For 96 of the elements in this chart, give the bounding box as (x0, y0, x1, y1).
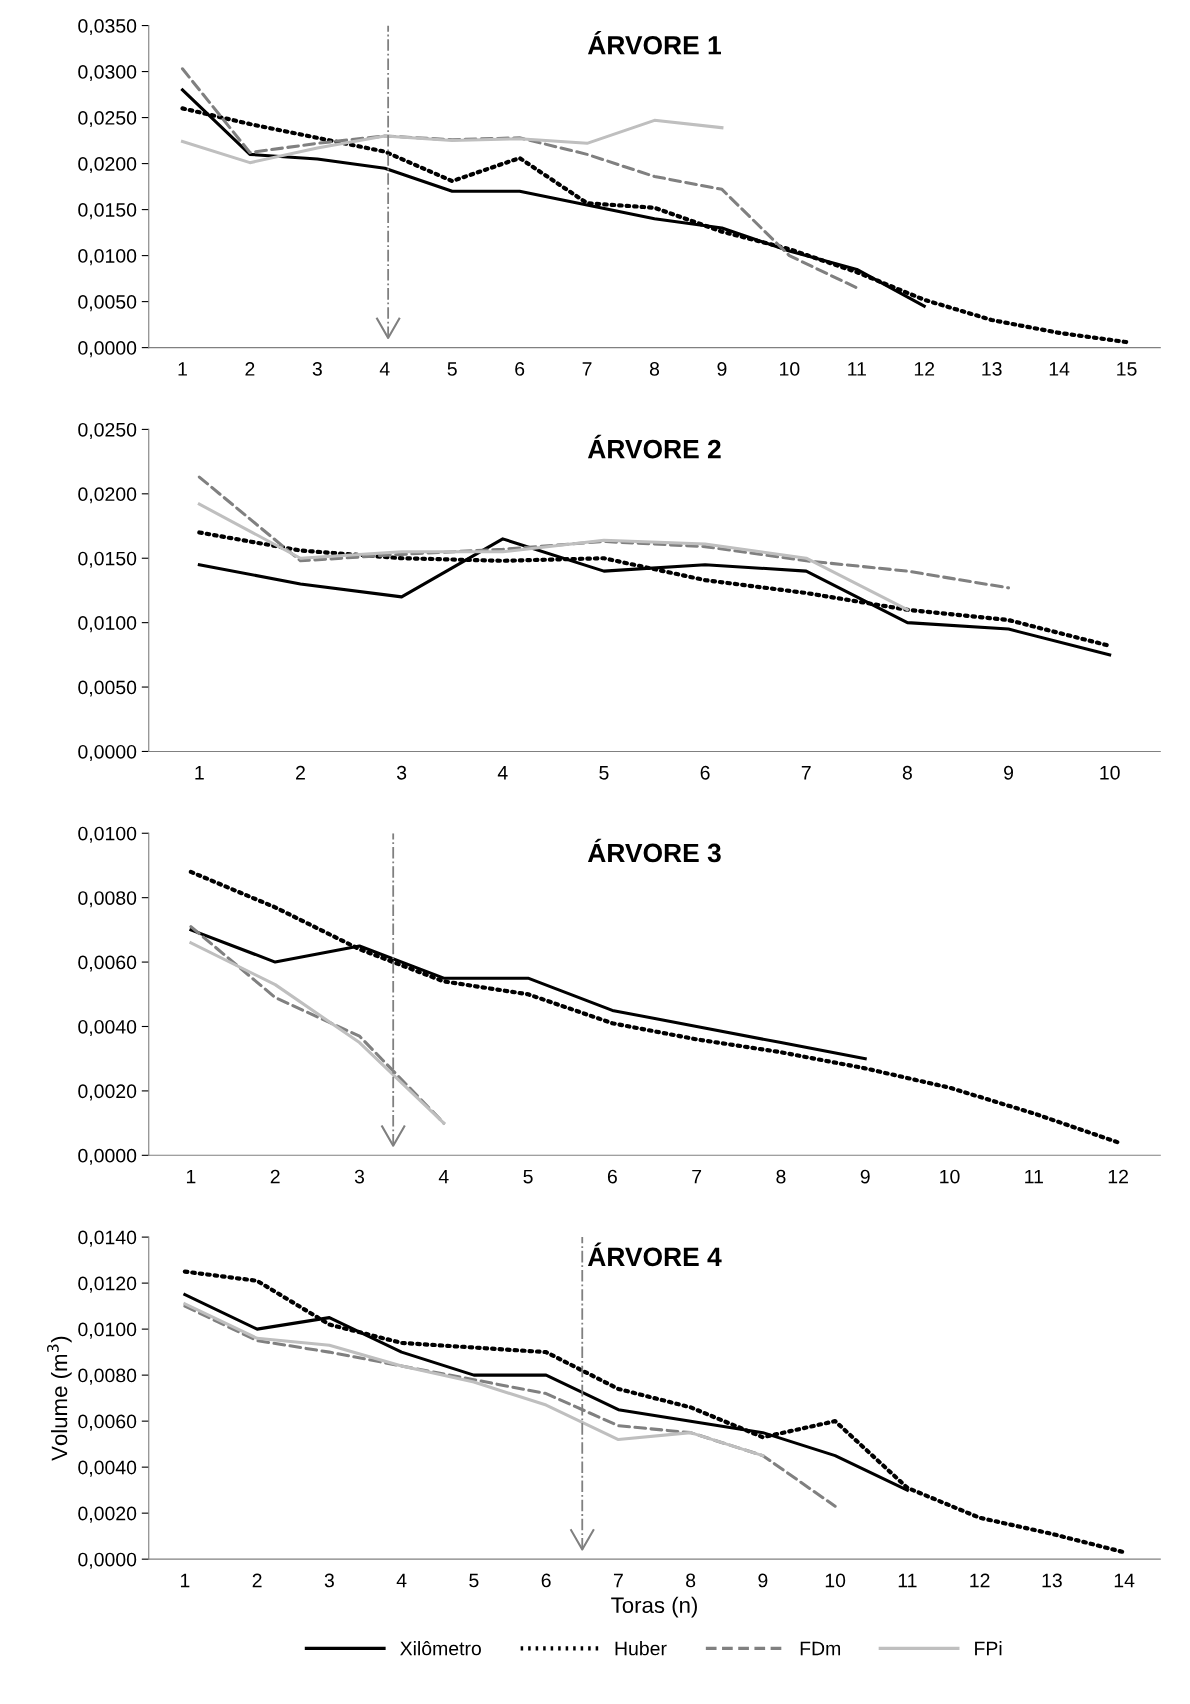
x-tick-label: 7 (582, 362, 592, 376)
x-tick-label: 9 (758, 1573, 768, 1588)
x-tick-label: 7 (801, 766, 811, 780)
x-tick-label: 3 (396, 765, 407, 780)
x-tick-label: 9 (860, 1169, 870, 1184)
chart-title: ÁRVORE 4 (587, 1242, 722, 1267)
x-tick-label: 2 (245, 362, 255, 376)
line-series (188, 869, 1121, 1145)
line-series (197, 502, 909, 612)
x-tick-label: 3 (324, 1573, 334, 1588)
y-tick-label: 0,0020 (78, 1084, 137, 1101)
y-tick-label: 0,0040 (78, 1460, 137, 1477)
y-tick-label: 0,0100 (78, 249, 137, 266)
x-tick-label: 6 (515, 362, 525, 376)
y-tick-label: 0,0120 (78, 1276, 137, 1293)
line-series (182, 1269, 1127, 1555)
x-tick-label: 2 (296, 765, 305, 780)
x-tick-label: 10 (780, 362, 800, 376)
x-tick-label: 5 (447, 362, 457, 376)
x-tick-label: 5 (469, 1573, 479, 1588)
x-tick-label: 10 (1100, 765, 1120, 780)
y-tick-label: 0,0050 (78, 680, 137, 697)
y-tick-label: 0,0200 (78, 487, 137, 504)
x-tick-label: 7 (692, 1169, 702, 1184)
x-tick-label: 6 (700, 765, 710, 780)
x-tick-label: 14 (1049, 362, 1070, 376)
x-tick-label: 4 (396, 1573, 407, 1588)
chart-title: ÁRVORE 1 (587, 30, 721, 55)
x-tick-label: 11 (848, 362, 866, 376)
y-tick-label: 0,0000 (78, 1148, 137, 1165)
x-tick-label: 4 (379, 362, 390, 376)
y-tick-label: 0,0000 (78, 744, 137, 761)
y-tick-label: 0,0100 (78, 616, 137, 633)
y-tick-label: 0,0040 (78, 1019, 137, 1037)
y-tick-label: 0,0150 (78, 203, 137, 220)
y-tick-label: 0,0100 (78, 1322, 137, 1339)
y-tick-label: 0,0300 (78, 65, 137, 82)
x-tick-label: 1 (186, 1169, 196, 1184)
legend-label: FPi (975, 1641, 1002, 1656)
x-tick-label: 8 (776, 1169, 786, 1184)
legend-label: FDm (800, 1641, 841, 1656)
y-axis-title: Volume (m$^{3}$) (47, 1336, 72, 1461)
x-tick-label: 10 (825, 1573, 846, 1588)
x-tick-label: 13 (982, 362, 1002, 376)
x-tick-label: 14 (1114, 1573, 1135, 1588)
x-tick-label: 15 (1117, 362, 1137, 376)
line-series (180, 118, 724, 165)
x-tick-label: 6 (541, 1573, 551, 1588)
x-tick-label: 8 (649, 362, 660, 376)
x-tick-label: 8 (686, 1573, 696, 1588)
x-tick-label: 13 (1042, 1573, 1062, 1588)
x-tick-label: 12 (1108, 1169, 1128, 1184)
y-tick-label: 0,0000 (78, 1552, 137, 1569)
legend-label: Xilômetro (400, 1641, 481, 1656)
x-tick-label: 8 (902, 765, 912, 780)
x-tick-label: 3 (354, 1169, 365, 1184)
x-tick-label: 9 (1004, 765, 1014, 780)
x-tick-label: 3 (312, 362, 322, 376)
x-tick-label: 1 (180, 1573, 190, 1588)
y-tick-label: 0,0000 (78, 341, 137, 358)
chart-title: ÁRVORE 3 (587, 838, 721, 863)
x-tick-label: 12 (970, 1573, 990, 1588)
y-tick-label: 0,0250 (78, 422, 137, 439)
x-tick-label: 4 (438, 1169, 449, 1184)
x-tick-label: 2 (252, 1573, 262, 1588)
x-tick-label: 7 (613, 1573, 623, 1588)
x-tick-label: 9 (717, 362, 727, 376)
chart-title: ÁRVORE 2 (587, 434, 721, 459)
y-tick-label: 0,0250 (78, 111, 137, 128)
line-series (197, 475, 1011, 590)
x-tick-label: 12 (914, 362, 935, 376)
x-tick-label: 11 (1025, 1169, 1043, 1184)
y-tick-label: 0,0060 (78, 1414, 137, 1431)
y-tick-label: 0,0050 (78, 295, 137, 312)
x-tick-label: 11 (898, 1573, 917, 1588)
y-tick-label: 0,0060 (78, 955, 137, 972)
x-tick-label: 5 (599, 766, 609, 780)
x-tick-label: 1 (178, 362, 187, 376)
x-axis-title: Toras (n) (611, 1596, 697, 1618)
y-tick-label: 0,0080 (78, 891, 137, 908)
line-series (180, 67, 859, 290)
x-tick-label: 1 (195, 766, 204, 780)
y-tick-label: 0,0100 (78, 826, 137, 843)
y-tick-label: 0,0200 (78, 157, 137, 174)
x-tick-label: 2 (270, 1169, 280, 1184)
y-tick-label: 0,0350 (78, 19, 137, 36)
line-series (183, 1302, 765, 1458)
x-tick-label: 4 (497, 766, 508, 780)
x-tick-label: 6 (607, 1169, 617, 1184)
x-tick-label: 10 (940, 1169, 960, 1184)
legend-label: Huber (615, 1641, 667, 1656)
y-tick-label: 0,0080 (78, 1368, 137, 1385)
y-tick-label: 0,0140 (78, 1230, 137, 1247)
y-tick-label: 0,0020 (78, 1506, 137, 1523)
x-tick-label: 5 (523, 1169, 533, 1184)
y-tick-label: 0,0150 (78, 551, 137, 568)
